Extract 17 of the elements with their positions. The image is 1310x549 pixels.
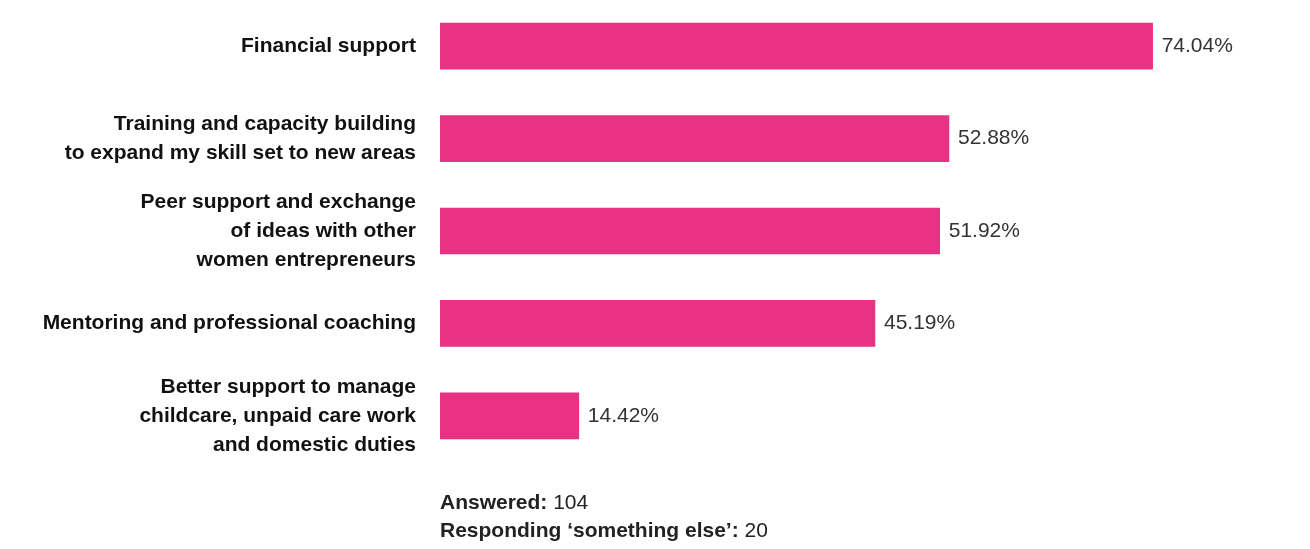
data-label: 51.92% (948, 217, 1020, 241)
text: Responding ‘something else’: 20 (440, 517, 768, 543)
bar (440, 22, 1153, 70)
data-label: 74.04% (1161, 33, 1233, 56)
bar (440, 115, 950, 162)
bar (440, 300, 876, 347)
text: Answered: 104 (440, 489, 590, 515)
y-tick-label: Training and capacity building to expand my skill set to new areas (64, 110, 416, 163)
data-label: 14.42% (587, 402, 660, 426)
data-label: 45.19% (883, 310, 956, 334)
y-tick-label: Mentoring and professional coaching (42, 310, 416, 334)
y-tick-label: Peer support and exchange of ideas with other women entrepreneurs (140, 188, 416, 270)
y-tick-label: Financial support (240, 33, 416, 56)
bar (440, 207, 941, 255)
y-tick-label: Better support to manage childcare, unpaid care work and domestic duties (139, 373, 417, 455)
data-label: 52.88% (957, 125, 1030, 149)
bar (440, 392, 580, 440)
